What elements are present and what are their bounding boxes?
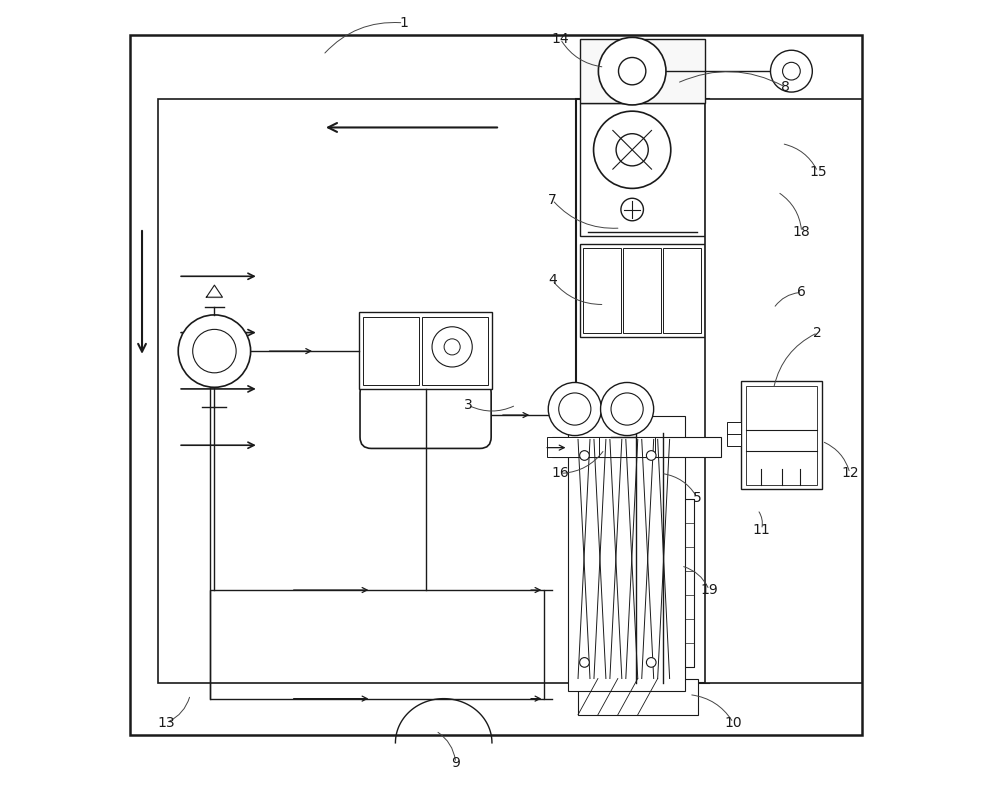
Bar — [363, 317, 419, 385]
Text: 3: 3 — [463, 398, 472, 412]
Bar — [359, 313, 492, 389]
Bar — [580, 244, 705, 337]
Circle shape — [432, 326, 472, 367]
Text: 2: 2 — [813, 326, 822, 339]
Circle shape — [618, 58, 646, 85]
Circle shape — [601, 382, 654, 436]
Circle shape — [548, 382, 601, 436]
Text: 7: 7 — [548, 193, 557, 207]
Text: 14: 14 — [552, 32, 569, 46]
Bar — [578, 679, 698, 714]
Text: 6: 6 — [797, 285, 806, 300]
Circle shape — [580, 658, 589, 667]
Circle shape — [770, 50, 812, 92]
Text: 11: 11 — [753, 522, 770, 537]
Circle shape — [621, 198, 643, 221]
Circle shape — [616, 134, 648, 166]
Text: 12: 12 — [841, 467, 859, 480]
Bar — [130, 35, 862, 735]
Text: 1: 1 — [399, 16, 408, 30]
Polygon shape — [206, 285, 222, 297]
Text: 13: 13 — [157, 716, 175, 730]
Bar — [663, 248, 701, 333]
Bar — [623, 248, 661, 333]
Bar — [158, 100, 637, 683]
Circle shape — [598, 37, 666, 105]
Circle shape — [559, 393, 591, 425]
Text: 9: 9 — [451, 756, 460, 770]
Bar — [580, 39, 705, 104]
Text: 16: 16 — [551, 467, 569, 480]
Circle shape — [611, 393, 643, 425]
Circle shape — [178, 315, 251, 387]
Bar — [422, 317, 488, 385]
Text: 18: 18 — [793, 225, 811, 239]
Bar — [578, 439, 658, 679]
Text: 10: 10 — [724, 716, 742, 730]
Text: 8: 8 — [781, 80, 790, 94]
Bar — [662, 499, 694, 667]
Circle shape — [193, 330, 236, 373]
Bar — [599, 437, 655, 458]
Text: 15: 15 — [809, 164, 827, 179]
Text: 5: 5 — [693, 491, 701, 505]
Bar — [583, 248, 621, 333]
Text: 4: 4 — [548, 273, 557, 288]
Circle shape — [783, 62, 800, 80]
Bar — [580, 104, 705, 236]
Bar — [210, 590, 544, 698]
Bar — [568, 416, 685, 691]
Bar — [727, 422, 741, 446]
Circle shape — [580, 450, 589, 460]
Circle shape — [646, 658, 656, 667]
Bar — [746, 386, 817, 484]
Bar — [576, 100, 709, 683]
Text: 19: 19 — [700, 583, 718, 597]
Bar — [547, 437, 603, 458]
Bar — [741, 381, 822, 489]
FancyBboxPatch shape — [360, 382, 491, 449]
Circle shape — [594, 111, 671, 189]
Bar — [705, 100, 862, 683]
Circle shape — [646, 450, 656, 460]
Circle shape — [444, 339, 460, 355]
Bar — [552, 437, 721, 458]
